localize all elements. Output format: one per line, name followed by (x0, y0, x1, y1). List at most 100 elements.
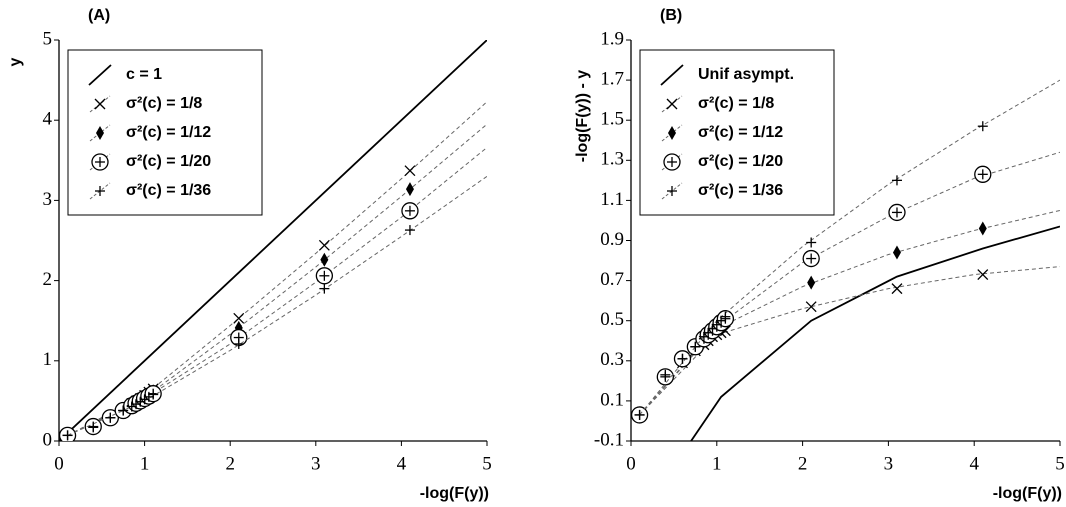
legend-line (88, 64, 112, 86)
marker (320, 252, 329, 267)
marker (663, 153, 681, 171)
marker (143, 391, 154, 402)
marker (666, 98, 678, 110)
marker (690, 341, 701, 352)
y-tick-label: 4 (43, 109, 53, 130)
marker (131, 399, 142, 410)
legend-label: c = 1 (126, 66, 162, 83)
chart-panel: 0 1 2 3 4 5 -0.1 0.1 0.3 0.5 0.7 0.9 1.1 1.3 1.5 1.7 1.9… (574, 7, 1065, 502)
marker-shape (405, 182, 414, 197)
marker (806, 237, 817, 248)
x-tick-label: 4 (969, 453, 979, 474)
marker (891, 175, 902, 186)
marker (96, 126, 104, 140)
marker-shape (892, 245, 901, 260)
x-tick-label: 5 (1055, 453, 1065, 474)
chart-panel: 0 1 2 3 4 5 0 1 2 3 4 5 (A) -log(F(y)) y c = 1 σ²(c) = 1… (7, 7, 492, 502)
x-axis-label: -log(F(y)) (993, 485, 1062, 502)
marker (978, 221, 987, 236)
y-tick-label: 0.9 (600, 229, 624, 250)
marker (677, 353, 688, 364)
y-tick-label: 1.3 (600, 149, 624, 170)
y-tick-label: 5 (43, 28, 53, 49)
legend-label: σ²(c) = 1/12 (126, 124, 211, 141)
y-tick-label: 1.7 (600, 68, 624, 89)
marker (318, 239, 330, 251)
x-axis-label: -log(F(y)) (420, 485, 489, 502)
marker (667, 186, 677, 196)
legend-label: σ²(c) = 1/36 (698, 182, 783, 199)
y-tick-label: 0 (43, 429, 53, 450)
legend: Unif asympt. σ²(c) = 1/8 σ²(c) = 1/12 σ²(c)… (639, 49, 835, 216)
marker-shape (96, 126, 104, 140)
marker (891, 283, 903, 295)
marker (668, 126, 676, 140)
x-tick-label: 2 (798, 453, 808, 474)
x-tick-label: 0 (626, 453, 636, 474)
marker (698, 331, 709, 342)
marker (807, 275, 816, 290)
marker-stroke (666, 98, 678, 110)
x-tick-label: 3 (884, 453, 894, 474)
marker-stroke (977, 269, 989, 281)
marker (315, 267, 334, 285)
marker (139, 394, 150, 405)
marker (233, 312, 245, 324)
marker-shape (668, 126, 676, 140)
marker-shape (320, 252, 329, 267)
marker (660, 369, 671, 380)
marker (401, 202, 419, 220)
marker (404, 225, 415, 236)
legend-label: σ²(c) = 1/8 (126, 95, 202, 112)
marker (974, 165, 992, 183)
marker-stroke (891, 283, 903, 295)
panel-label: (A) (88, 7, 110, 24)
y-axis-label: y (7, 57, 24, 66)
marker (977, 269, 989, 281)
legend-label: σ²(c) = 1/36 (126, 182, 211, 199)
marker (319, 283, 330, 294)
y-tick-label: -0.1 (594, 429, 624, 450)
marker (634, 409, 645, 420)
marker-stroke (233, 312, 245, 324)
marker (88, 422, 99, 433)
y-tick-label: 1 (43, 349, 53, 370)
marker-stroke (805, 301, 817, 313)
marker-stroke (404, 165, 416, 177)
marker (148, 389, 159, 400)
x-tick-label: 4 (397, 453, 407, 474)
marker (888, 203, 906, 222)
legend-line (660, 64, 684, 86)
x-tick-label: 2 (225, 453, 235, 474)
marker (711, 319, 722, 330)
y-tick-label: 1.5 (600, 109, 624, 130)
marker-shape (807, 275, 816, 290)
marker (716, 315, 727, 326)
legend-label: Unif asympt. (698, 66, 794, 83)
y-tick-label: 0.3 (600, 349, 624, 370)
y-tick-label: 1.1 (600, 189, 624, 210)
marker (94, 98, 106, 110)
marker-stroke (318, 239, 330, 251)
marker-stroke (94, 98, 106, 110)
marker (802, 249, 820, 268)
legend: c = 1 σ²(c) = 1/8 σ²(c) = 1/12 σ²(c) = 1/20… (67, 49, 263, 216)
marker (405, 182, 414, 197)
marker (805, 301, 817, 313)
y-tick-label: 0.7 (600, 269, 624, 290)
fit-line (639, 266, 1060, 416)
marker (707, 323, 718, 334)
x-tick-label: 1 (140, 453, 150, 474)
legend-label: σ²(c) = 1/20 (126, 153, 211, 170)
x-tick-label: 3 (311, 453, 321, 474)
marker (233, 338, 244, 349)
marker (118, 405, 129, 416)
x-tick-label: 0 (54, 453, 64, 474)
fit-line (639, 209, 1060, 416)
legend-label: σ²(c) = 1/8 (698, 95, 774, 112)
y-tick-label: 0.1 (600, 389, 624, 410)
panel-label: (B) (660, 7, 682, 24)
line (690, 225, 1060, 441)
x-tick-label: 5 (482, 453, 492, 474)
